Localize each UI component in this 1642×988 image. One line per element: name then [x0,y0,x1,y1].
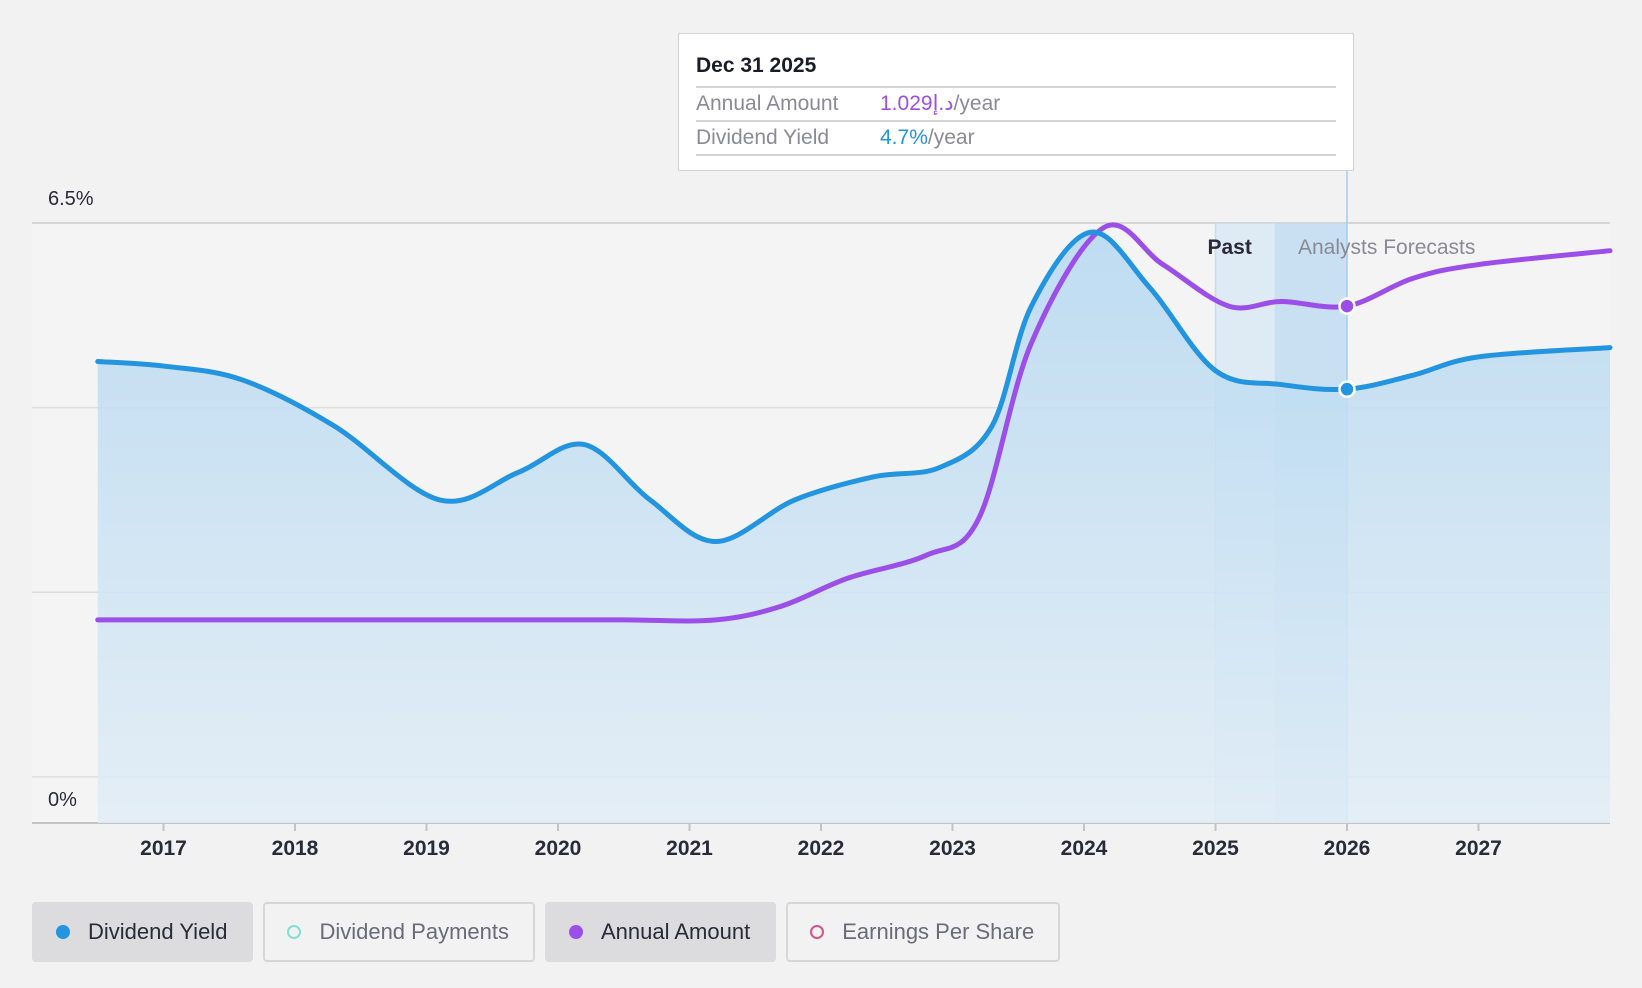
legend-earnings-per-share-label: Earnings Per Share [842,919,1035,944]
x-tick-label: 2025 [1192,837,1239,860]
chart-tooltip: Dec 31 2025 Annual Amount 1.029د.إ /year… [678,33,1354,171]
legend-annual-amount-dot [568,925,583,939]
legend-earnings-per-share[interactable]: Earnings Per Share [786,902,1061,962]
tooltip-dividend-yield-unit: /year [927,126,975,149]
tooltip-annual-amount-row: Annual Amount 1.029د.إ /year [696,88,1336,122]
x-tick-label: 2027 [1455,837,1502,860]
legend-earnings-per-share-dot [810,925,825,939]
x-tick-label: 2023 [929,837,976,860]
legend-annual-amount-label: Annual Amount [600,919,751,944]
region-label-forecast: Analysts Forecasts [1298,236,1475,259]
legend-dividend-yield-dot [56,925,70,939]
legend-dividend-payments[interactable]: Dividend Payments [263,902,535,962]
x-tick-label: 2026 [1324,837,1371,860]
dividend-yield-line [95,229,1613,544]
tooltip-dividend-yield-row: Dividend Yield 4.7% /year [696,122,1336,156]
y-axis-bottom-label: 0% [48,789,77,811]
legend-dividend-yield-label: Dividend Yield [88,919,228,944]
annual-amount-marker [1338,297,1356,315]
tooltip-annual-amount-label: Annual Amount [696,92,839,115]
dividend-chart: 6.5% 0% 2017 2018 2019 2020 2021 2022 2023 2024 20… [32,171,1613,860]
x-tick-label: 2024 [1061,837,1108,860]
tooltip-annual-amount-unit: /year [953,92,1001,115]
x-tick-label: 2019 [403,837,450,860]
chart-legend: Dividend Yield Dividend Payments Annual … [32,902,1061,962]
tooltip-dividend-yield-value: 4.7% [880,126,928,149]
x-tick-label: 2021 [666,837,713,860]
x-tick-label: 2018 [272,837,319,860]
region-label-past: Past [1208,236,1252,259]
tooltip-dividend-yield-label: Dividend Yield [696,126,830,149]
tooltip-date: Dec 31 2025 [696,34,1336,88]
legend-annual-amount[interactable]: Annual Amount [544,902,777,962]
x-tick-label: 2022 [798,837,845,860]
legend-dividend-yield[interactable]: Dividend Yield [32,902,254,962]
tooltip-annual-amount-value: 1.029د.إ [880,92,954,115]
legend-dividend-payments-dot [287,925,302,939]
dividend-yield-marker [1338,380,1356,398]
y-axis-top-label: 6.5% [48,188,94,210]
legend-dividend-payments-label: Dividend Payments [319,919,509,944]
x-tick-label: 2020 [535,837,582,860]
x-tick-label: 2017 [140,837,187,860]
